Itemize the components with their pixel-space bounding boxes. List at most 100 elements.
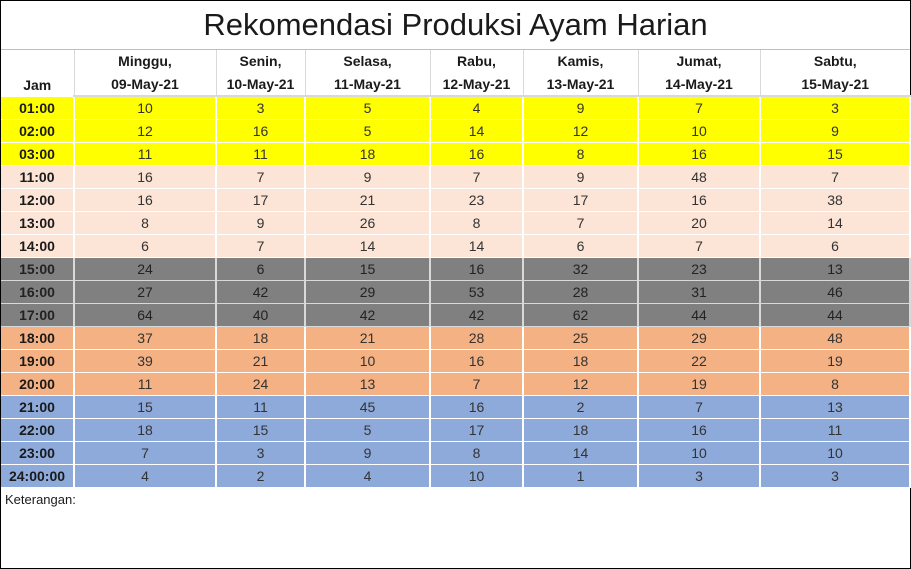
value-cell: 9: [760, 119, 911, 143]
hour-cell: 24:00:00: [1, 464, 75, 488]
value-cell: 4: [305, 464, 431, 488]
value-cell: 14: [760, 211, 911, 235]
value-cell: 11: [216, 142, 306, 166]
value-cell: 31: [638, 280, 761, 304]
sheet-title: Rekomendasi Produksi Ayam Harian: [1, 1, 910, 50]
day-header: Senin,: [215, 50, 305, 72]
value-cell: 10: [305, 349, 431, 373]
value-cell: 9: [305, 441, 431, 465]
value-cell: 19: [638, 372, 761, 396]
hour-cell: 11:00: [1, 165, 75, 189]
value-cell: 15: [74, 395, 217, 419]
value-cell: 15: [760, 142, 911, 166]
value-cell: 42: [216, 280, 306, 304]
table-row: 21:00 15 11 45 16 2 7 13: [1, 395, 911, 419]
value-cell: 18: [305, 142, 431, 166]
date-header: 12-May-21: [429, 72, 523, 97]
value-cell: 10: [638, 441, 761, 465]
table-row: 14:00 6 7 14 14 6 7 6: [1, 234, 911, 258]
value-cell: 18: [216, 326, 306, 350]
value-cell: 15: [305, 257, 431, 281]
value-cell: 16: [638, 188, 761, 212]
value-cell: 37: [74, 326, 217, 350]
value-cell: 25: [523, 326, 639, 350]
value-cell: 53: [430, 280, 524, 304]
date-header: 09-May-21: [73, 72, 216, 97]
day-header: Sabtu,: [759, 50, 910, 72]
value-cell: 8: [760, 372, 911, 396]
value-cell: 20: [638, 211, 761, 235]
value-cell: 14: [523, 441, 639, 465]
value-cell: 13: [760, 257, 911, 281]
value-cell: 11: [74, 142, 217, 166]
value-cell: 14: [305, 234, 431, 258]
value-cell: 6: [523, 234, 639, 258]
value-cell: 2: [523, 395, 639, 419]
value-cell: 23: [638, 257, 761, 281]
value-cell: 15: [216, 418, 306, 442]
value-cell: 8: [430, 441, 524, 465]
value-cell: 3: [216, 441, 306, 465]
value-cell: 10: [638, 119, 761, 143]
value-cell: 3: [216, 95, 306, 120]
table-row: 03:00 11 11 18 16 8 16 15: [1, 142, 911, 166]
value-cell: 21: [305, 188, 431, 212]
day-header: Kamis,: [522, 50, 638, 72]
hour-cell: 03:00: [1, 142, 75, 166]
date-header: 14-May-21: [637, 72, 760, 97]
value-cell: 44: [638, 303, 761, 327]
value-cell: 16: [430, 349, 524, 373]
table-row: 20:00 11 24 13 7 12 19 8: [1, 372, 911, 396]
date-header: 15-May-21: [759, 72, 910, 97]
table-row: 19:00 39 21 10 16 18 22 19: [1, 349, 911, 373]
value-cell: 17: [216, 188, 306, 212]
table-row: 15:00 24 6 15 16 32 23 13: [1, 257, 911, 281]
table-row: 12:00 16 17 21 23 17 16 38: [1, 188, 911, 212]
value-cell: 9: [523, 95, 639, 120]
value-cell: 16: [430, 142, 524, 166]
value-cell: 48: [760, 326, 911, 350]
table-row: 01:00 10 3 5 4 9 7 3: [1, 95, 911, 120]
table-row: 16:00 27 42 29 53 28 31 46: [1, 280, 911, 304]
hour-cell: 22:00: [1, 418, 75, 442]
value-cell: 7: [74, 441, 217, 465]
value-cell: 9: [305, 165, 431, 189]
hour-cell: 13:00: [1, 211, 75, 235]
value-cell: 7: [760, 165, 911, 189]
value-cell: 16: [216, 119, 306, 143]
value-cell: 8: [74, 211, 217, 235]
value-cell: 46: [760, 280, 911, 304]
hour-cell: 17:00: [1, 303, 75, 327]
value-cell: 16: [638, 142, 761, 166]
table-row: 13:00 8 9 26 8 7 20 14: [1, 211, 911, 235]
value-cell: 3: [760, 95, 911, 120]
value-cell: 11: [74, 372, 217, 396]
value-cell: 7: [523, 211, 639, 235]
hour-cell: 15:00: [1, 257, 75, 281]
value-cell: 5: [305, 119, 431, 143]
table-row: 11:00 16 7 9 7 9 48 7: [1, 165, 911, 189]
value-cell: 5: [305, 95, 431, 120]
value-cell: 16: [638, 418, 761, 442]
value-cell: 12: [523, 119, 639, 143]
value-cell: 45: [305, 395, 431, 419]
date-header: 13-May-21: [522, 72, 638, 97]
value-cell: 12: [523, 372, 639, 396]
value-cell: 7: [430, 165, 524, 189]
hour-cell: 23:00: [1, 441, 75, 465]
value-cell: 7: [430, 372, 524, 396]
value-cell: 26: [305, 211, 431, 235]
hour-cell: 16:00: [1, 280, 75, 304]
value-cell: 12: [74, 119, 217, 143]
value-cell: 27: [74, 280, 217, 304]
value-cell: 7: [638, 95, 761, 120]
date-header: 10-May-21: [215, 72, 305, 97]
hour-cell: 21:00: [1, 395, 75, 419]
table-row: 17:00 64 40 42 42 62 44 44: [1, 303, 911, 327]
value-cell: 17: [523, 188, 639, 212]
value-cell: 18: [74, 418, 217, 442]
day-header: Jumat,: [637, 50, 760, 72]
value-cell: 24: [74, 257, 217, 281]
value-cell: 14: [430, 234, 524, 258]
